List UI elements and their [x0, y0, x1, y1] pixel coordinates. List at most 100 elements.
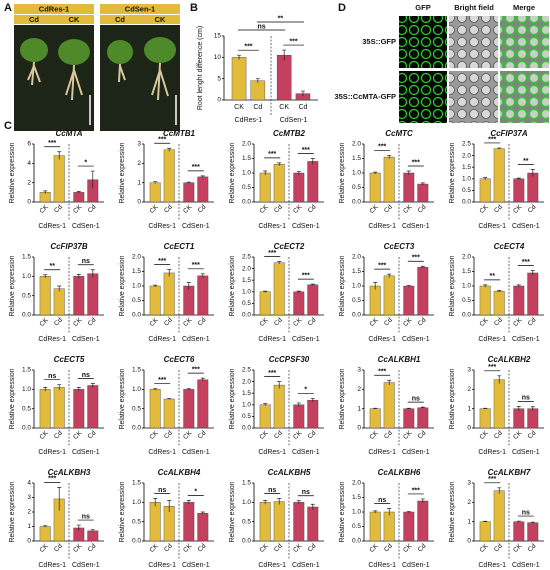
error-bar: [90, 529, 95, 533]
y-tick-label: 1.5: [132, 268, 141, 275]
bar: [479, 521, 491, 542]
group-label: CdRes-1: [368, 223, 396, 230]
group-label: CdRes-1: [148, 449, 176, 456]
significance-label: ***: [378, 144, 386, 151]
significance-label: ns: [82, 513, 90, 520]
bar: [307, 399, 319, 429]
x-tick-label: CK: [38, 429, 50, 441]
significance-label: ns: [268, 487, 276, 494]
significance-label: ns: [522, 509, 530, 516]
chart-title: CcMTB2: [273, 129, 306, 138]
y-tick-label: 0.5: [352, 297, 361, 304]
micrograph: [399, 71, 447, 123]
group-label: CdRes-1: [38, 336, 66, 343]
significance-label: **: [49, 263, 55, 270]
x-tick-label: Cd: [87, 203, 98, 214]
error-bar: [310, 503, 315, 510]
bar: [197, 512, 209, 542]
group-label: CdSen-1: [402, 562, 430, 569]
x-tick-label: CK: [292, 542, 304, 554]
error-bar: [483, 177, 488, 180]
error-bar: [277, 381, 282, 389]
micrograph: [449, 16, 498, 68]
y-tick-label: 3: [467, 480, 471, 487]
x-tick-label: Cd: [197, 203, 208, 214]
error-bar: [530, 169, 535, 177]
group-label: CdSen-1: [512, 223, 540, 230]
y-tick-label: 0.5: [132, 297, 141, 304]
y-tick-label: 2.5: [462, 141, 471, 148]
y-tick-label: 0.5: [132, 405, 141, 412]
y-tick-label: 3: [357, 367, 361, 374]
x-tick-label: CK: [182, 542, 194, 554]
y-tick-label: 0.0: [352, 199, 361, 206]
x-tick-label: CK: [402, 542, 414, 554]
bar: [39, 389, 51, 429]
y-tick-label: 1.5: [352, 494, 361, 501]
group-label: CdSen-1: [292, 449, 320, 456]
y-tick-label: 0.5: [352, 184, 361, 191]
error-bar: [310, 283, 315, 286]
x-tick-label: Cd: [493, 203, 504, 214]
bar: [293, 502, 305, 542]
x-tick-label: Cd: [298, 104, 307, 111]
error-bar: [296, 402, 301, 407]
bar: [293, 404, 305, 429]
row-label: 35S::GFP: [362, 37, 396, 46]
significance-label: ns: [82, 258, 90, 265]
plant-leaves: [20, 37, 176, 65]
significance-label: ***: [378, 369, 386, 376]
group-label: CdSen-1: [402, 449, 430, 456]
x-tick-label: Cd: [197, 429, 208, 440]
y-tick-label: 2: [27, 179, 31, 186]
significance-label: ***: [48, 476, 56, 483]
error-bar: [153, 498, 158, 507]
treatment-label: Cd: [115, 15, 125, 24]
y-tick-label: 0: [27, 538, 31, 545]
y-axis-label: Relative expression: [119, 368, 126, 429]
group-label: CdRes-1: [478, 562, 506, 569]
error-bar: [153, 284, 158, 287]
bar: [369, 408, 381, 429]
group-label: CdRes-1: [38, 223, 66, 230]
y-axis-label: Root lenght difference (cm): [197, 26, 204, 110]
bar: [513, 408, 525, 429]
y-tick-label: 0.0: [132, 312, 141, 319]
chart-title: CcMTC: [385, 129, 413, 138]
error-bar: [200, 377, 205, 382]
x-tick-label: Cd: [493, 429, 504, 440]
significance-label: ns: [48, 373, 56, 380]
error-bar: [200, 273, 205, 278]
bar: [39, 276, 51, 316]
bar: [53, 155, 65, 203]
bar: [369, 511, 381, 542]
y-tick-label: 0.5: [242, 413, 251, 420]
x-tick-label: Cd: [163, 542, 174, 553]
y-tick-label: 2.0: [242, 378, 251, 385]
x-tick-label: CK: [72, 429, 84, 441]
error-bar: [200, 511, 205, 515]
error-bar: [406, 170, 411, 176]
x-tick-label: CK: [368, 203, 380, 215]
error-bar: [43, 387, 48, 392]
error-bar: [387, 154, 392, 159]
y-tick-label: 2.0: [242, 141, 251, 148]
x-tick-label: Cd: [383, 429, 394, 440]
x-tick-label: CK: [182, 203, 194, 215]
error-bar: [43, 190, 48, 194]
error-bar: [186, 388, 191, 391]
bar: [149, 502, 161, 542]
bar: [87, 530, 99, 542]
x-tick-label: CK: [402, 429, 414, 441]
y-axis-label: Relative expression: [449, 481, 456, 542]
x-tick-label: Cd: [417, 429, 428, 440]
error-bar: [530, 270, 535, 276]
y-tick-label: 2.0: [462, 152, 471, 159]
chart-title: CcCPSF30: [269, 355, 310, 364]
significance-label: ***: [268, 250, 276, 257]
x-tick-label: CK: [478, 542, 490, 554]
panel-label: D: [338, 2, 346, 14]
error-bar: [167, 500, 172, 512]
bar: [73, 192, 85, 203]
